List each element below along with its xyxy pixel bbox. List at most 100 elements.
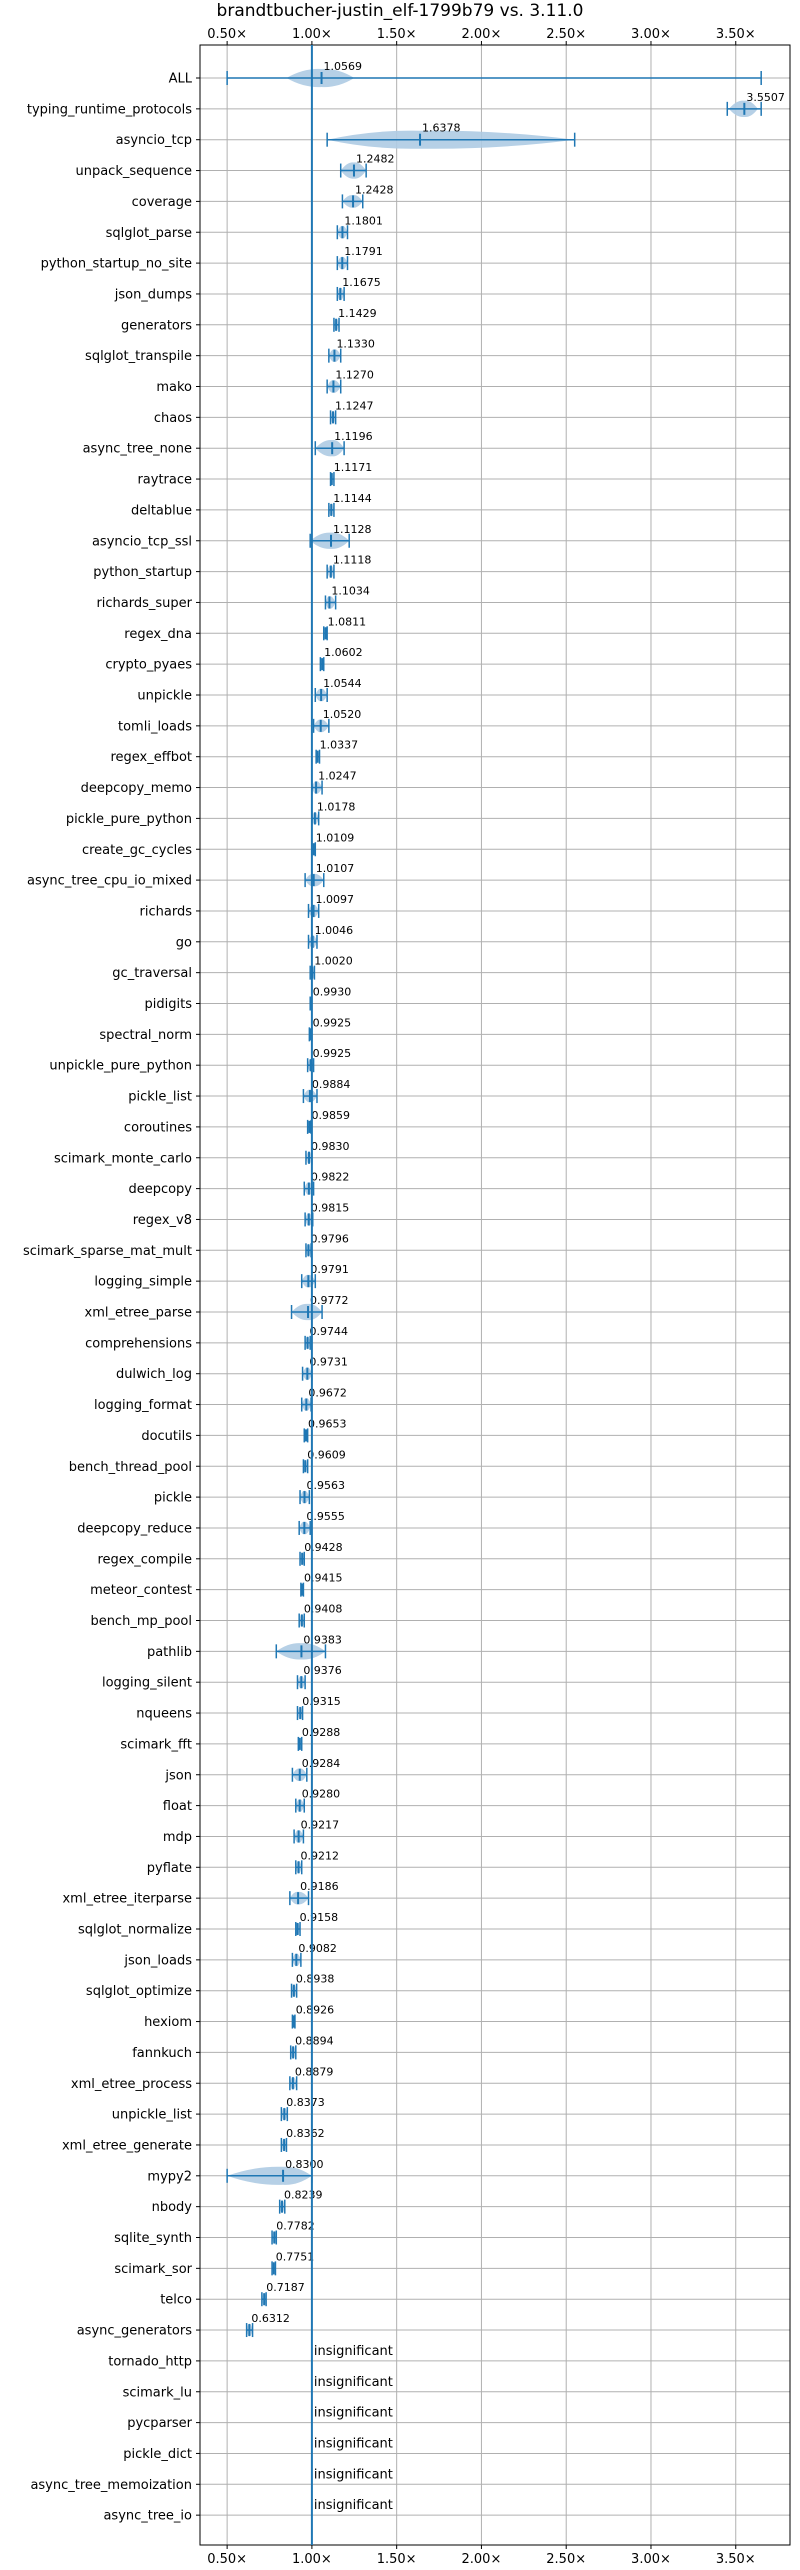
- row-label: bench_mp_pool: [90, 1614, 192, 1629]
- value-label: 1.0569: [324, 60, 363, 73]
- row-label: xml_etree_generate: [62, 2138, 192, 2153]
- value-label: 1.0602: [324, 646, 363, 659]
- row-label: chaos: [154, 411, 192, 426]
- row-label: async_generators: [77, 2324, 193, 2339]
- row-label: asyncio_tcp: [116, 133, 192, 148]
- value-label: 0.8926: [296, 2004, 335, 2017]
- value-label: 0.9284: [302, 1757, 341, 1770]
- row-label: tomli_loads: [118, 719, 192, 734]
- value-label: 0.8894: [295, 2034, 334, 2047]
- value-label: 0.9288: [302, 1726, 341, 1739]
- x-tick-label-top: 2.00×: [462, 27, 502, 42]
- value-label: 1.1675: [342, 276, 381, 289]
- value-label: 0.9415: [304, 1572, 343, 1585]
- row-label: gc_traversal: [112, 966, 192, 981]
- value-label: 1.1330: [336, 338, 375, 351]
- value-label: 1.6378: [422, 122, 461, 135]
- row-label: async_tree_io: [103, 2509, 192, 2524]
- row-label: unpickle_pure_python: [49, 1059, 192, 1074]
- x-tick-label-bottom: 3.50×: [716, 2552, 756, 2567]
- value-label: 1.0109: [316, 831, 355, 844]
- value-label: 1.0247: [318, 770, 357, 783]
- row-label: generators: [121, 318, 192, 333]
- value-label: 1.0097: [316, 893, 355, 906]
- row-label: xml_etree_parse: [85, 1306, 192, 1321]
- row-label: unpack_sequence: [75, 164, 192, 179]
- row-label: deepcopy: [128, 1182, 192, 1197]
- row-label: telco: [160, 2293, 192, 2308]
- row-label: pickle_pure_python: [66, 812, 192, 827]
- value-label: 1.0520: [323, 708, 362, 721]
- row-label: sqlglot_normalize: [78, 1923, 192, 1938]
- row-label: comprehensions: [85, 1336, 192, 1351]
- row-label: create_gc_cycles: [82, 843, 192, 858]
- row-label: nqueens: [136, 1707, 192, 1722]
- x-tick-label-top: 3.50×: [716, 27, 756, 42]
- value-label: 0.9815: [311, 1201, 350, 1214]
- value-label: 1.1144: [333, 492, 372, 505]
- row-label: sqlite_synth: [114, 2231, 192, 2246]
- row-label: typing_runtime_protocols: [27, 102, 192, 117]
- insignificant-label: insignificant: [314, 2436, 393, 2451]
- row-label: richards: [140, 904, 193, 919]
- value-label: 1.1128: [333, 523, 372, 536]
- row-label: json_dumps: [114, 287, 192, 302]
- row-label: richards_super: [96, 596, 192, 611]
- row-label: coverage: [132, 195, 192, 210]
- row-label: mako: [156, 380, 192, 395]
- row-label: async_tree_cpu_io_mixed: [27, 874, 192, 889]
- value-label: 0.9925: [313, 1016, 352, 1029]
- row-label: dulwich_log: [116, 1367, 192, 1382]
- value-label: 0.7782: [276, 2220, 315, 2233]
- row-label: crypto_pyaes: [105, 658, 192, 673]
- value-label: 1.0107: [316, 862, 355, 875]
- row-label: scimark_sparse_mat_mult: [23, 1244, 192, 1259]
- value-label: 0.9796: [310, 1232, 349, 1245]
- value-label: 0.8879: [295, 2065, 334, 2078]
- row-label: nbody: [152, 2200, 193, 2215]
- row-label: meteor_contest: [90, 1583, 192, 1598]
- insignificant-label: insignificant: [314, 2344, 393, 2359]
- row-label: python_startup_no_site: [41, 257, 192, 272]
- row-label: scimark_monte_carlo: [54, 1151, 192, 1166]
- value-label: 1.0020: [314, 955, 353, 968]
- x-tick-label-top: 2.50×: [546, 27, 586, 42]
- insignificant-label: insignificant: [314, 2467, 393, 2482]
- value-label: 0.8239: [284, 2189, 323, 2202]
- row-label: json_loads: [123, 1953, 192, 1968]
- value-label: 0.9672: [308, 1387, 347, 1400]
- value-label: 1.0046: [315, 924, 354, 937]
- row-label: xml_etree_process: [71, 2077, 192, 2092]
- value-label: 1.2482: [356, 153, 395, 166]
- row-label: deepcopy_memo: [81, 781, 192, 796]
- value-label: 0.9791: [310, 1263, 349, 1276]
- row-label: logging_silent: [102, 1676, 192, 1691]
- value-label: 0.9744: [310, 1325, 349, 1338]
- row-label: pidigits: [145, 997, 193, 1012]
- row-label: logging_simple: [94, 1275, 192, 1290]
- x-tick-label-bottom: 1.00×: [292, 2552, 332, 2567]
- value-label: 0.9082: [298, 1942, 337, 1955]
- value-label: 1.0544: [323, 677, 362, 690]
- row-label: tornado_http: [108, 2354, 192, 2369]
- row-label: async_tree_none: [83, 442, 192, 457]
- row-label: raytrace: [137, 473, 192, 488]
- row-label: docutils: [141, 1429, 192, 1444]
- row-label: regex_effbot: [110, 750, 192, 765]
- value-label: 0.7187: [266, 2281, 305, 2294]
- value-label: 1.1270: [335, 369, 374, 382]
- row-label: json: [164, 1768, 192, 1783]
- row-label: async_tree_memoization: [30, 2478, 192, 2493]
- row-label: deltablue: [131, 503, 192, 518]
- value-label: 0.7751: [276, 2250, 315, 2263]
- value-label: 0.9830: [311, 1140, 350, 1153]
- x-tick-label-top: 1.00×: [292, 27, 332, 42]
- value-label: 1.1118: [333, 554, 372, 567]
- row-label: ALL: [169, 72, 193, 87]
- value-label: 1.1034: [331, 584, 370, 597]
- row-label: scimark_lu: [123, 2385, 192, 2400]
- x-tick-label-top: 1.50×: [377, 27, 417, 42]
- value-label: 0.9315: [302, 1695, 341, 1708]
- x-tick-label-bottom: 0.50×: [207, 2552, 247, 2567]
- x-tick-label-bottom: 2.00×: [462, 2552, 502, 2567]
